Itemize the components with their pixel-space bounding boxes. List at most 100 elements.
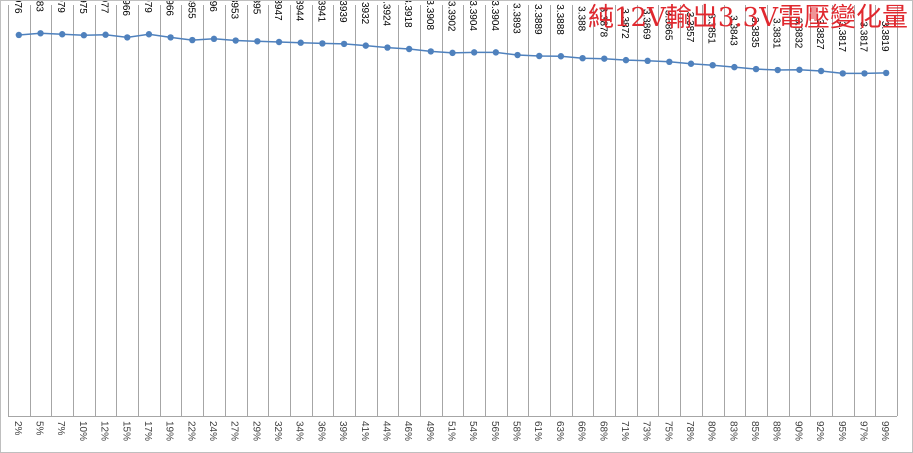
- x-tick-label: 19%: [164, 421, 175, 441]
- x-tick-label: 78%: [684, 421, 695, 441]
- x-tick-label: 5%: [34, 421, 45, 436]
- x-tick-label: 58%: [511, 421, 522, 441]
- data-label: 3.3865: [662, 10, 673, 41]
- data-point: [167, 34, 174, 41]
- data-label: 3.3851: [706, 13, 717, 44]
- data-point: [145, 31, 153, 38]
- data-point: [362, 42, 369, 49]
- data-label: 3.3872: [619, 8, 630, 39]
- data-label: 3.3953: [229, 1, 240, 20]
- data-point: [189, 36, 196, 44]
- data-point: [557, 53, 565, 60]
- data-label: 3.3869: [641, 9, 652, 40]
- data-point: [601, 55, 608, 62]
- x-tick-label: 97%: [857, 421, 868, 441]
- x-tick-label: 22%: [185, 421, 196, 441]
- data-label: 3.3966: [164, 1, 175, 16]
- data-point: [59, 31, 66, 38]
- data-point: [340, 40, 348, 48]
- x-tick-label: 99%: [879, 421, 890, 441]
- x-tick-label: 54%: [467, 421, 478, 441]
- x-tick-label: 15%: [120, 421, 131, 441]
- data-label: 3.3908: [424, 1, 435, 30]
- data-label: 3.3827: [814, 19, 825, 50]
- x-tick-label: 24%: [207, 421, 218, 441]
- data-label: 3.3835: [749, 17, 760, 48]
- data-point: [210, 35, 218, 43]
- data-label: 3.3941: [315, 1, 326, 22]
- data-point: [384, 44, 391, 51]
- data-label: 3.3976: [12, 1, 23, 14]
- x-tick-label: 88%: [771, 421, 782, 441]
- x-tick-label: 34%: [294, 421, 305, 441]
- data-point: [449, 49, 456, 57]
- data-point: [622, 56, 630, 64]
- data-point: [232, 37, 239, 44]
- data-label: 3.3979: [142, 1, 153, 13]
- data-label: 3.3966: [120, 1, 131, 16]
- x-tick-label: 27%: [229, 421, 240, 441]
- x-tick-label: 83%: [727, 421, 738, 441]
- x-tick-label: 95%: [836, 421, 847, 441]
- data-point: [709, 61, 716, 69]
- data-point: [752, 65, 760, 73]
- data-label: 3.3932: [359, 1, 370, 25]
- x-tick-label: 32%: [272, 421, 283, 441]
- data-point: [427, 48, 435, 55]
- data-label: 3.3924: [380, 1, 391, 27]
- data-label: 3.3831: [771, 18, 782, 49]
- data-label: 3.3889: [532, 4, 543, 35]
- data-label: 3.396: [207, 1, 218, 12]
- x-tick-label: 92%: [814, 421, 825, 441]
- data-point: [470, 49, 478, 56]
- data-point: [254, 38, 261, 45]
- data-point: [536, 52, 543, 60]
- data-point: [124, 34, 131, 41]
- x-tick-label: 80%: [706, 421, 717, 441]
- data-point: [275, 38, 283, 46]
- data-label: 3.3983: [34, 1, 45, 12]
- x-tick-label: 10%: [77, 421, 88, 441]
- x-tick-label: 17%: [142, 421, 153, 441]
- data-label: 3.3947: [272, 1, 283, 21]
- data-label: 3.3819: [879, 21, 890, 52]
- data-point: [15, 31, 23, 39]
- x-tick-label: 39%: [337, 421, 348, 441]
- data-label: 3.3817: [836, 21, 847, 52]
- x-tick-label: 46%: [402, 421, 413, 441]
- data-point: [37, 30, 44, 37]
- data-point: [319, 40, 326, 47]
- data-point: [882, 69, 890, 77]
- data-label: 3.3979: [55, 1, 66, 13]
- x-tick-label: 85%: [749, 421, 760, 441]
- x-tick-label: 63%: [554, 421, 565, 441]
- data-label: 3.395: [250, 1, 261, 15]
- data-point: [297, 39, 304, 46]
- data-label: 3.3902: [446, 1, 457, 32]
- data-label: 3.3939: [337, 1, 348, 23]
- x-tick-label: 73%: [641, 421, 652, 441]
- data-point: [405, 45, 413, 53]
- data-label: 3.3955: [185, 1, 196, 19]
- x-tick-label: 41%: [359, 421, 370, 441]
- x-tick-label: 90%: [792, 421, 803, 441]
- data-point: [774, 66, 781, 74]
- data-point: [514, 51, 521, 59]
- x-tick-label: 68%: [597, 421, 608, 441]
- data-label: 3.3843: [727, 15, 738, 46]
- x-tick-label: 49%: [424, 421, 435, 441]
- data-label: 3.3918: [402, 1, 413, 28]
- data-point: [666, 58, 673, 66]
- data-point: [687, 60, 695, 67]
- data-label: 3.3904: [467, 1, 478, 31]
- x-tick-label: 2%: [12, 421, 23, 436]
- data-point: [80, 32, 88, 39]
- data-label: 3.3817: [857, 21, 868, 52]
- data-label: 3.3888: [554, 4, 565, 35]
- data-label: 3.3977: [99, 1, 110, 14]
- x-tick-label: 12%: [99, 421, 110, 441]
- x-tick-label: 29%: [250, 421, 261, 441]
- data-point: [861, 70, 868, 77]
- data-point: [492, 49, 500, 56]
